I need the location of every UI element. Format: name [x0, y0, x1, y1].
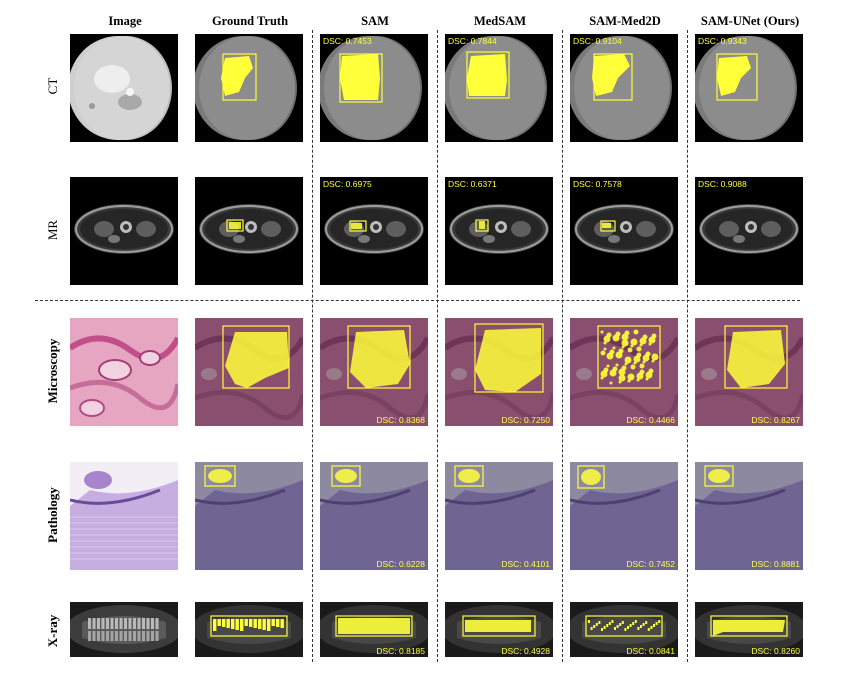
- tile-pathology-sam-unet: DSC: 0.8881: [695, 462, 803, 570]
- tile-graphic: [695, 318, 803, 426]
- tile-graphic: [320, 318, 428, 426]
- dsc-score-label: DSC: 0.8881: [751, 558, 800, 569]
- dsc-score-label: DSC: 0.7844: [448, 36, 497, 46]
- dsc-score-label: DSC: 0.7250: [501, 414, 550, 425]
- dsc-score-label: DSC: 0.8260: [751, 645, 800, 656]
- vertical-separator: [562, 30, 563, 662]
- tile-microscopy-sam: DSC: 0.8368: [320, 318, 428, 426]
- tile-xray-sam-med2d: DSC: 0.0841: [570, 602, 678, 657]
- tile-microscopy-sam-med2d: DSC: 0.4466: [570, 318, 678, 426]
- tile-graphic: [445, 602, 553, 657]
- tile-mr-sam-unet: DSC: 0.9088: [695, 177, 803, 285]
- dsc-score-label: DSC: 0.8185: [376, 645, 425, 656]
- dsc-score-label: DSC: 0.8368: [376, 414, 425, 425]
- tile-graphic: [445, 318, 553, 426]
- tile-ct-sam: DSC: 0.7453: [320, 34, 428, 142]
- tile-xray-medsam: DSC: 0.4928: [445, 602, 553, 657]
- tile-graphic: [320, 177, 428, 285]
- dsc-score-label: DSC: 0.4928: [501, 645, 550, 656]
- dsc-score-label: DSC: 0.6228: [376, 558, 425, 569]
- tile-graphic: [570, 177, 678, 285]
- tile-mr-ground-truth: [195, 177, 303, 285]
- dsc-score-label: DSC: 0.4466: [626, 414, 675, 425]
- tile-mr-sam-med2d: DSC: 0.7578: [570, 177, 678, 285]
- col-header-image: Image: [108, 14, 142, 28]
- dsc-score-label: DSC: 0.9343: [698, 36, 747, 46]
- row-label-mr: MR: [45, 219, 60, 241]
- col-header-ground-truth: Ground Truth: [211, 14, 289, 28]
- vertical-separator: [312, 30, 313, 662]
- tile-ct-medsam: DSC: 0.7844: [445, 34, 553, 142]
- tile-graphic: [445, 462, 553, 570]
- tile-graphic: [570, 318, 678, 426]
- col-header-medsam: MedSAM: [473, 14, 527, 28]
- tile-microscopy-ground-truth: [195, 318, 303, 426]
- tile-microscopy-image: [70, 318, 178, 426]
- tile-graphic: [320, 602, 428, 657]
- tile-ct-sam-med2d: DSC: 0.9104: [570, 34, 678, 142]
- row-label-pathology: Pathology: [45, 487, 60, 543]
- col-header-sam-med2d: SAM-Med2D: [589, 14, 661, 28]
- tile-ct-ground-truth: [195, 34, 303, 142]
- tile-graphic: [445, 177, 553, 285]
- dsc-score-label: DSC: 0.4101: [501, 558, 550, 569]
- tile-pathology-sam: DSC: 0.6228: [320, 462, 428, 570]
- tile-pathology-sam-med2d: DSC: 0.7452: [570, 462, 678, 570]
- row-label-ct: CT: [45, 77, 60, 95]
- dsc-score-label: DSC: 0.8267: [751, 414, 800, 425]
- tile-graphic: [70, 177, 178, 285]
- dsc-score-label: DSC: 0.7452: [626, 558, 675, 569]
- tile-xray-image: [70, 602, 178, 657]
- tile-xray-ground-truth: [195, 602, 303, 657]
- tile-graphic: [570, 602, 678, 657]
- vertical-separator: [687, 30, 688, 662]
- tile-graphic: [195, 462, 303, 570]
- dsc-score-label: DSC: 0.7578: [573, 179, 622, 189]
- tile-graphic: [320, 462, 428, 570]
- tile-graphic: [695, 177, 803, 285]
- tile-mr-image: [70, 177, 178, 285]
- tile-pathology-image: [70, 462, 178, 570]
- tile-graphic: [570, 462, 678, 570]
- tile-ct-image: [70, 34, 178, 142]
- dsc-score-label: DSC: 0.6975: [323, 179, 372, 189]
- tile-graphic: [445, 34, 553, 142]
- col-header-sam: SAM: [361, 14, 389, 28]
- row-label-microscopy: Microscopy: [45, 338, 60, 404]
- tile-mr-medsam: DSC: 0.6371: [445, 177, 553, 285]
- tile-graphic: [70, 34, 178, 142]
- row-label-xray: X-ray: [45, 614, 60, 648]
- tile-graphic: [70, 602, 178, 657]
- tile-graphic: [195, 318, 303, 426]
- tile-xray-sam: DSC: 0.8185: [320, 602, 428, 657]
- tile-graphic: [695, 462, 803, 570]
- dsc-score-label: DSC: 0.9088: [698, 179, 747, 189]
- tile-graphic: [695, 34, 803, 142]
- tile-microscopy-medsam: DSC: 0.7250: [445, 318, 553, 426]
- tile-microscopy-sam-unet: DSC: 0.8267: [695, 318, 803, 426]
- tile-graphic: [695, 602, 803, 657]
- tile-pathology-medsam: DSC: 0.4101: [445, 462, 553, 570]
- dsc-score-label: DSC: 0.0841: [626, 645, 675, 656]
- dsc-score-label: DSC: 0.7453: [323, 36, 372, 46]
- dsc-score-label: DSC: 0.6371: [448, 179, 497, 189]
- tile-mr-sam: DSC: 0.6975: [320, 177, 428, 285]
- tile-graphic: [70, 318, 178, 426]
- tile-graphic: [320, 34, 428, 142]
- tile-ct-sam-unet: DSC: 0.9343: [695, 34, 803, 142]
- tile-graphic: [195, 34, 303, 142]
- tile-xray-sam-unet: DSC: 0.8260: [695, 602, 803, 657]
- tile-pathology-ground-truth: [195, 462, 303, 570]
- tile-graphic: [195, 177, 303, 285]
- modality-separator: [35, 300, 800, 301]
- tile-graphic: [195, 602, 303, 657]
- tile-graphic: [70, 462, 178, 570]
- tile-graphic: [570, 34, 678, 142]
- col-header-sam-unet: SAM-UNet (Ours): [700, 14, 800, 28]
- dsc-score-label: DSC: 0.9104: [573, 36, 622, 46]
- vertical-separator: [437, 30, 438, 662]
